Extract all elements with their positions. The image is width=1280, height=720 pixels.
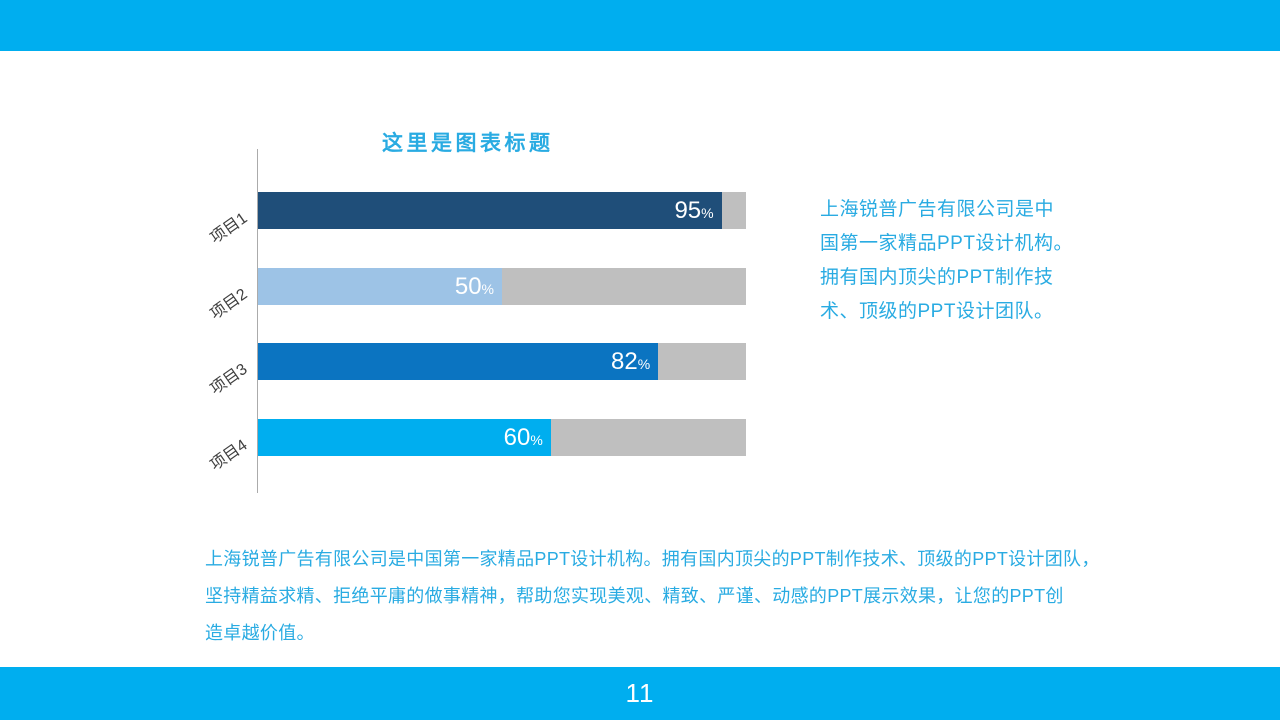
footer-text-line: 造卓越价值。 (205, 623, 315, 643)
side-text-line: 国第一家精品PPT设计机构。 (820, 233, 1073, 254)
bar-fill: 60% (258, 419, 551, 456)
category-label: 项目4 (207, 436, 251, 474)
side-text-line: 上海锐普广告有限公司是中 (820, 199, 1055, 220)
bar-track: 82% (258, 343, 746, 380)
bar-track: 95% (258, 192, 746, 229)
value-label: 82% (611, 347, 651, 375)
side-text-line: 术、顶级的PPT设计团队。 (820, 301, 1054, 322)
top-accent-bar (0, 0, 1280, 51)
bar-fill: 50% (258, 268, 502, 305)
footer-description-text: 上海锐普广告有限公司是中国第一家精品PPT设计机构。拥有国内顶尖的PPT制作技术… (205, 541, 1125, 652)
footer-text-line: 坚持精益求精、拒绝平庸的做事精神，帮助您实现美观、精致、严谨、动感的PPT展示效… (205, 586, 1064, 606)
bar-track: 50% (258, 268, 746, 305)
side-description-text: 上海锐普广告有限公司是中 国第一家精品PPT设计机构。 拥有国内顶尖的PPT制作… (820, 193, 1080, 329)
page-number: 11 (625, 678, 655, 708)
side-text-line: 拥有国内顶尖的PPT制作技 (820, 267, 1054, 288)
bar-row: 项目4 60% (0, 419, 1280, 474)
bar-row: 项目2 50% (0, 268, 1280, 323)
value-label: 60% (503, 423, 543, 451)
bar-fill: 82% (258, 343, 659, 380)
value-label: 95% (674, 196, 714, 224)
bottom-accent-bar: 11 (0, 667, 1280, 720)
footer-text-line: 上海锐普广告有限公司是中国第一家精品PPT设计机构。拥有国内顶尖的PPT制作技术… (205, 549, 1100, 569)
bar-track: 60% (258, 419, 746, 456)
value-label: 50% (454, 272, 494, 300)
bar-row: 项目1 95% (0, 192, 1280, 247)
chart-axis-line (257, 149, 258, 493)
bar-row: 项目3 82% (0, 343, 1280, 398)
chart-title: 这里是图表标题 (382, 132, 554, 155)
bar-fill: 95% (258, 192, 722, 229)
